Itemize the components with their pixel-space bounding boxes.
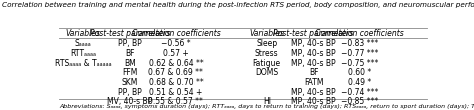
Text: 0.55 & 0.57 **: 0.55 & 0.57 ** bbox=[148, 97, 203, 106]
Text: DOMS: DOMS bbox=[255, 68, 278, 77]
Text: Stress: Stress bbox=[255, 49, 279, 58]
Text: RTTₐₐₐₐ: RTTₐₐₐₐ bbox=[70, 49, 96, 58]
Text: BF: BF bbox=[125, 49, 135, 58]
Text: Correlation between training and mental health during the post-infection RTS per: Correlation between training and mental … bbox=[2, 1, 474, 8]
Text: HI: HI bbox=[263, 97, 271, 106]
Text: Sₐₐₐₐ: Sₐₐₐₐ bbox=[75, 39, 91, 48]
Text: Fatigue: Fatigue bbox=[253, 59, 281, 68]
Text: FFM: FFM bbox=[122, 68, 137, 77]
Text: 0.51 & 0.54 +: 0.51 & 0.54 + bbox=[149, 88, 202, 97]
Text: Correlation coefficients: Correlation coefficients bbox=[315, 29, 404, 38]
Text: 0.62 & 0.64 **: 0.62 & 0.64 ** bbox=[148, 59, 203, 68]
Text: −0.56 *: −0.56 * bbox=[161, 39, 191, 48]
Text: −0.74 ***: −0.74 *** bbox=[341, 88, 378, 97]
Text: RTSₐₐₐₐ & Tₐₐₐₐₐ: RTSₐₐₐₐ & Tₐₐₐₐₐ bbox=[55, 59, 111, 68]
Text: 0.60 *: 0.60 * bbox=[348, 68, 371, 77]
Text: 0.57 +: 0.57 + bbox=[163, 49, 189, 58]
Text: MP, 40-s BP: MP, 40-s BP bbox=[292, 97, 336, 106]
Text: MV, 40-s BP: MV, 40-s BP bbox=[107, 97, 153, 106]
Text: −0.77 ***: −0.77 *** bbox=[341, 49, 378, 58]
Text: BM: BM bbox=[124, 59, 136, 68]
Text: BF: BF bbox=[309, 68, 319, 77]
Text: −0.75 ***: −0.75 *** bbox=[341, 59, 378, 68]
Text: Correlation coefficients: Correlation coefficients bbox=[131, 29, 220, 38]
Text: Post-test parameters: Post-test parameters bbox=[273, 29, 354, 38]
Text: Variables: Variables bbox=[249, 29, 284, 38]
Text: Abbreviations: Sₐₐₐₐ, symptoms duration (days); RTTₐₐₐₐ, days to return to train: Abbreviations: Sₐₐₐₐ, symptoms duration … bbox=[59, 104, 474, 109]
Text: Variables: Variables bbox=[65, 29, 100, 38]
Text: FATM: FATM bbox=[304, 78, 323, 87]
Text: −0.83 ***: −0.83 *** bbox=[341, 39, 378, 48]
Text: MP, 40-s BP: MP, 40-s BP bbox=[292, 49, 336, 58]
Text: 0.68 & 0.70 **: 0.68 & 0.70 ** bbox=[148, 78, 203, 87]
Text: MP, 40-s BP: MP, 40-s BP bbox=[292, 39, 336, 48]
Text: SKM: SKM bbox=[122, 78, 138, 87]
Text: PP, BP: PP, BP bbox=[118, 39, 142, 48]
Text: 0.67 & 0.69 **: 0.67 & 0.69 ** bbox=[148, 68, 203, 77]
Text: Post-test parameters: Post-test parameters bbox=[90, 29, 170, 38]
Text: MP, 40-s BP: MP, 40-s BP bbox=[292, 88, 336, 97]
Text: 0.49 *: 0.49 * bbox=[348, 78, 371, 87]
Text: −0.85 ***: −0.85 *** bbox=[341, 97, 378, 106]
Text: Sleep: Sleep bbox=[256, 39, 277, 48]
Text: MP, 40-s BP: MP, 40-s BP bbox=[292, 59, 336, 68]
Text: PP, BP: PP, BP bbox=[118, 88, 142, 97]
